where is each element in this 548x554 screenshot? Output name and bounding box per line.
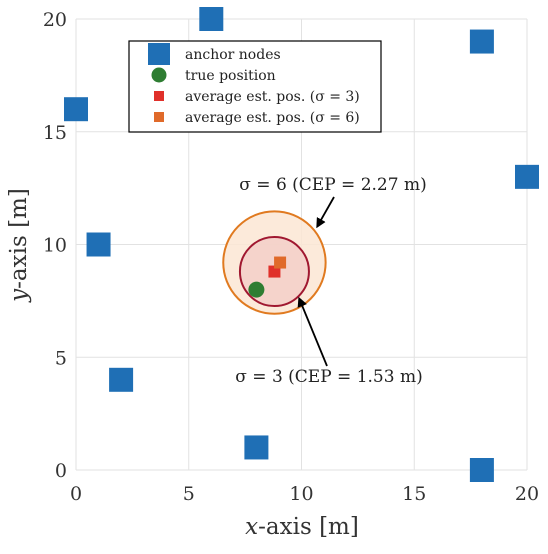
x-tick-label: 5 xyxy=(183,483,195,505)
anchor-node-marker xyxy=(86,232,111,257)
legend-label-true-position: true position xyxy=(185,68,276,84)
legend-marker-true-position xyxy=(151,67,167,83)
anchor-node-marker xyxy=(515,164,539,189)
axis-labels: x-axis [m] y-axis [m] xyxy=(6,188,359,540)
y-tick-label: 15 xyxy=(43,122,67,144)
legend-label-est-sigma3: average est. pos. (σ = 3) xyxy=(185,89,360,105)
annotation-arrow xyxy=(297,296,328,367)
legend-item-true-position: true position xyxy=(151,67,276,84)
legend-marker-est-sigma6 xyxy=(154,112,164,122)
est-position-sigma3-marker xyxy=(268,265,281,278)
anchor-node-marker xyxy=(109,367,134,392)
x-tick-label: 20 xyxy=(515,483,539,505)
annotation-sigma6: σ = 6 (CEP = 2.27 m) xyxy=(239,175,426,195)
legend-item-est-sigma3: average est. pos. (σ = 3) xyxy=(154,89,360,105)
x-axis-label-var: x xyxy=(245,514,258,540)
x-axis-label-rest: -axis [m] xyxy=(258,514,359,540)
x-tick-label: 0 xyxy=(70,483,82,505)
est-position-sigma6-marker xyxy=(274,256,287,269)
annotation-arrow xyxy=(316,196,335,229)
legend-item-est-sigma6: average est. pos. (σ = 6) xyxy=(154,110,360,126)
tick-labels: 0 5 10 15 20 0 5 10 15 20 xyxy=(43,9,539,505)
y-axis-label: y-axis [m] xyxy=(6,188,32,303)
x-tick-label: 15 xyxy=(402,483,426,505)
legend-label-est-sigma6: average est. pos. (σ = 6) xyxy=(185,110,360,126)
x-tick-label: 10 xyxy=(289,483,313,505)
y-tick-label: 20 xyxy=(43,9,67,31)
legend-label-anchor-nodes: anchor nodes xyxy=(185,47,281,63)
y-axis-label-var: y xyxy=(6,288,32,303)
data-markers xyxy=(64,7,539,482)
legend-marker-est-sigma3 xyxy=(154,91,164,101)
legend: anchor nodes true position average est. … xyxy=(128,40,382,133)
legend-item-anchor-nodes: anchor nodes xyxy=(148,43,281,65)
x-axis-label: x-axis [m] xyxy=(245,514,359,540)
legend-marker-anchor-nodes xyxy=(148,43,170,65)
anchor-node-marker xyxy=(469,29,494,54)
anchor-node-marker xyxy=(64,97,88,122)
annotation-sigma3: σ = 3 (CEP = 1.53 m) xyxy=(235,367,422,387)
legend-box xyxy=(128,40,382,133)
y-tick-label: 5 xyxy=(55,347,67,369)
annotations: σ = 6 (CEP = 2.27 m) σ = 3 (CEP = 1.53 m… xyxy=(235,175,426,387)
anchor-node-marker xyxy=(469,458,494,482)
true-position-marker xyxy=(248,281,265,298)
y-tick-label: 0 xyxy=(55,460,67,482)
anchor-node-marker xyxy=(199,7,224,31)
y-axis-label-rest: -axis [m] xyxy=(6,188,32,289)
y-tick-label: 10 xyxy=(43,235,67,257)
anchor-node-marker xyxy=(244,435,269,460)
